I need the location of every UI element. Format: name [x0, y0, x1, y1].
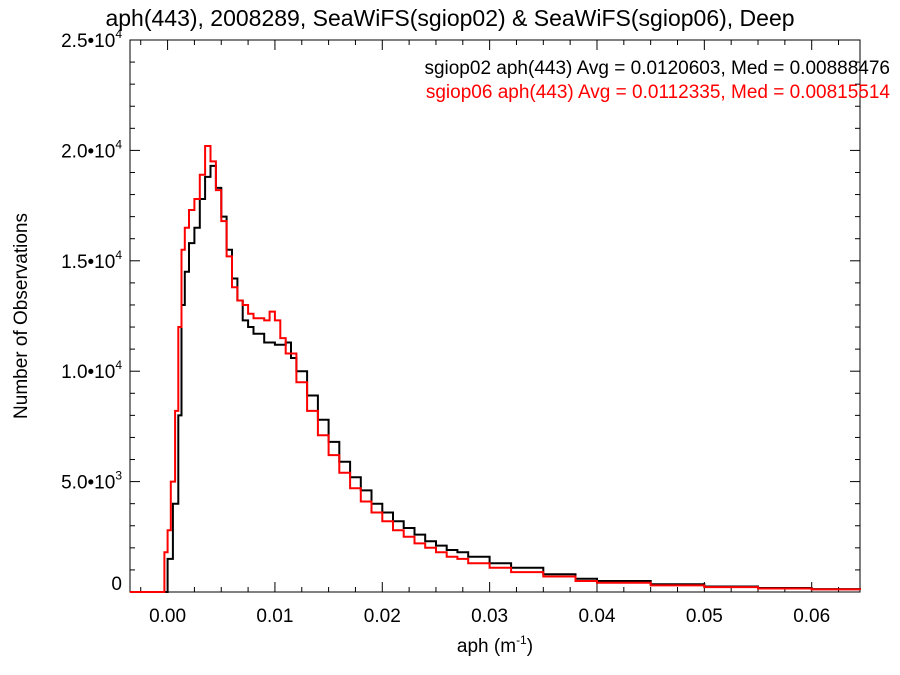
x-tick-label-5: 0.05: [686, 606, 723, 627]
x-tick-label-4: 0.04: [578, 606, 615, 627]
y-tick-mantissa-0: 0: [111, 574, 122, 595]
y-axis-label: Number of Observations: [11, 213, 32, 419]
y-tick-label-1: 5.0•103: [61, 469, 122, 494]
x-tick-label-2: 0.02: [364, 606, 401, 627]
y-tick-mantissa-5: 2.5•10: [61, 31, 115, 52]
y-tick-label-4: 2.0•104: [61, 137, 122, 162]
x-tick-label-0: 0.00: [149, 606, 186, 627]
y-tick-label-5: 2.5•104: [61, 27, 122, 52]
y-tick-exponent-1: 3: [115, 469, 122, 483]
y-tick-exponent-3: 4: [115, 248, 122, 262]
legend-entry-sgiop02: sgiop02 aph(443) Avg = 0.0120603, Med = …: [424, 58, 890, 79]
plot-area: [129, 39, 861, 593]
x-axis-label-text: aph (m: [457, 636, 516, 657]
x-axis-label-exponent: -1: [516, 633, 527, 647]
y-tick-exponent-5: 4: [115, 27, 122, 41]
chart-title: aph(443), 2008289, SeaWiFS(sgiop02) & Se…: [105, 5, 794, 31]
y-tick-mantissa-1: 5.0•10: [61, 473, 115, 494]
legend-entry-sgiop06: sgiop06 aph(443) Avg = 0.0112335, Med = …: [426, 82, 891, 103]
y-tick-mantissa-4: 2.0•10: [61, 141, 115, 162]
x-axis-label-close: ): [527, 636, 533, 657]
x-tick-label-1: 0.01: [256, 606, 293, 627]
series-line-0: [130, 164, 861, 593]
plot-frame: [129, 39, 861, 593]
legend: sgiop02 aph(443) Avg = 0.0120603, Med = …: [424, 58, 890, 103]
y-tick-label-0: 0: [111, 574, 122, 595]
y-tick-exponent-4: 4: [115, 137, 122, 151]
x-axis: 0.00 0.01 0.02 0.03 0.04 0.05 0.06: [140, 40, 840, 627]
x-axis-label: aph (m-1): [457, 633, 533, 657]
y-tick-label-2: 1.0•104: [61, 358, 122, 383]
series-layer: [130, 145, 861, 593]
y-tick-label-3: 1.5•104: [61, 248, 122, 273]
y-tick-exponent-2: 4: [115, 358, 122, 372]
y-tick-mantissa-2: 1.0•10: [61, 362, 115, 383]
x-tick-label-3: 0.03: [471, 606, 508, 627]
x-tick-label-6: 0.06: [793, 606, 830, 627]
series-line-1: [130, 145, 861, 593]
y-tick-mantissa-3: 1.5•10: [61, 252, 115, 273]
